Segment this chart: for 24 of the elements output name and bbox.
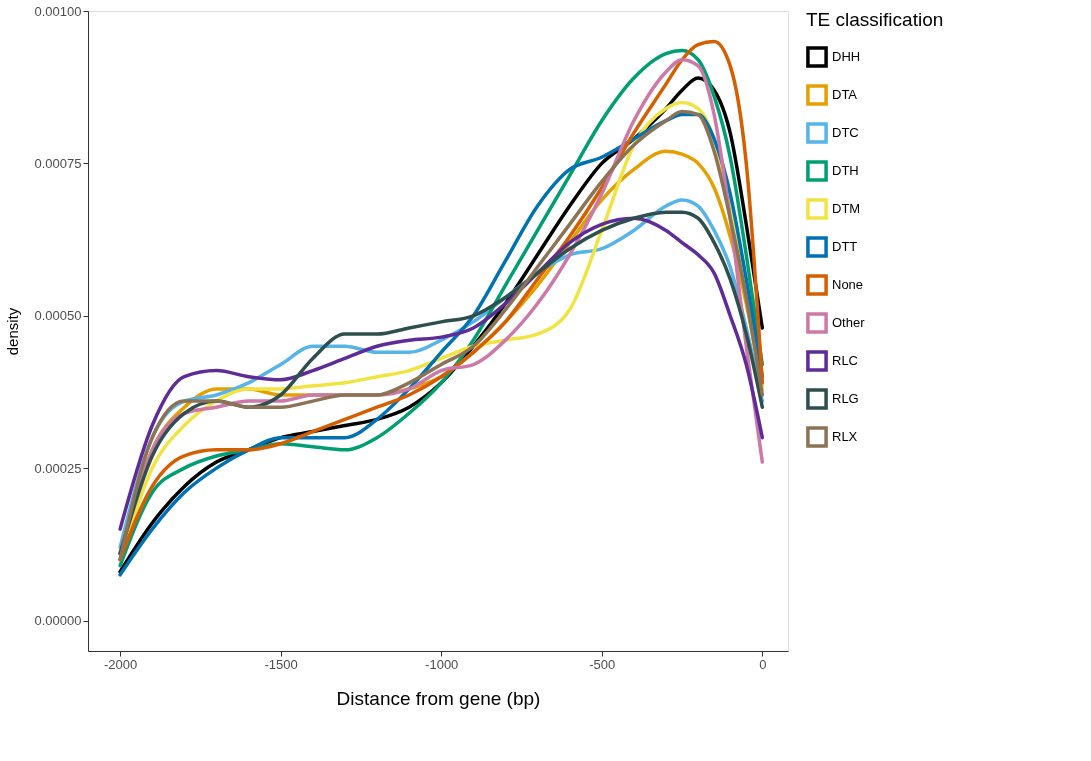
- y-tick-label: 0.00000: [34, 613, 82, 629]
- legend-label: RLC: [832, 353, 859, 368]
- legend-title: TE classification: [806, 9, 944, 30]
- x-axis-title: Distance from gene (bp): [336, 687, 541, 709]
- legend-label: DHH: [832, 49, 861, 64]
- legend-label: RLX: [832, 429, 858, 444]
- y-tick-label: 0.00025: [34, 460, 82, 476]
- x-tick-label: -1000: [425, 656, 459, 672]
- legend-label: DTA: [832, 87, 858, 102]
- y-tick-label: 0.00050: [34, 308, 82, 324]
- y-tick-label: 0.00100: [34, 3, 82, 19]
- y-axis-title: density: [3, 307, 21, 356]
- x-tick-label: -1500: [264, 656, 298, 672]
- legend-label: DTT: [832, 239, 858, 254]
- legend-label: DTM: [832, 201, 861, 216]
- x-tick-label: 0: [759, 656, 767, 672]
- y-tick-label: 0.00075: [34, 155, 82, 171]
- legend-label: None: [832, 277, 864, 292]
- x-tick-label: -500: [589, 656, 616, 672]
- legend-label: DTC: [832, 125, 859, 140]
- x-tick-label: -2000: [103, 656, 138, 672]
- legend-label: RLG: [832, 391, 859, 406]
- legend-label: Other: [832, 315, 866, 330]
- legend-label: DTH: [832, 163, 859, 178]
